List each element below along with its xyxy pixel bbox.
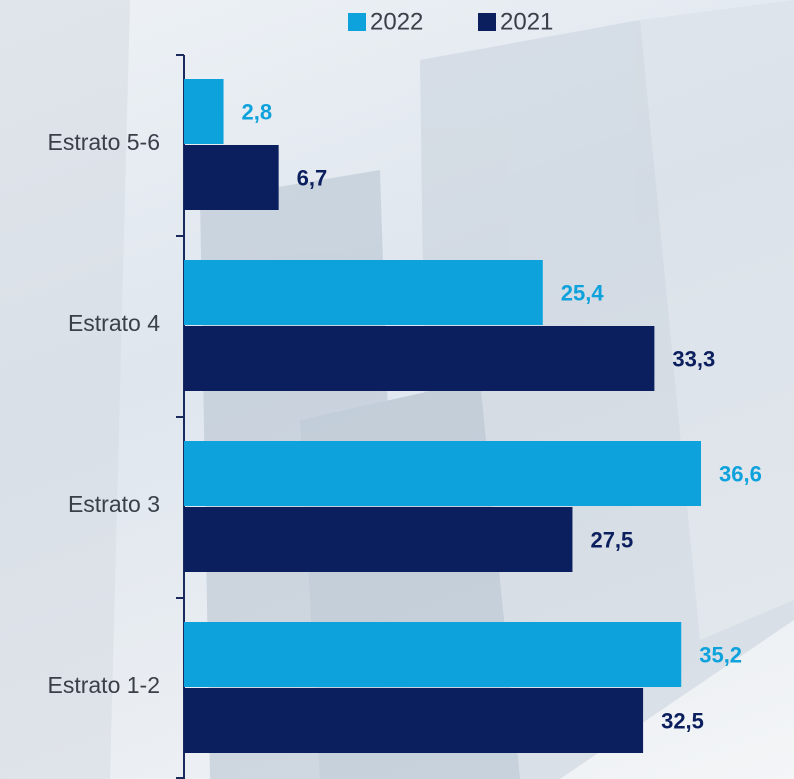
bar (184, 260, 543, 325)
bar (184, 326, 655, 391)
bar (184, 79, 224, 144)
bar (184, 441, 701, 506)
bar (184, 145, 279, 210)
value-label: 35,2 (699, 642, 742, 667)
category-label: Estrato 3 (68, 491, 160, 517)
value-label: 33,3 (672, 346, 715, 371)
value-label: 6,7 (297, 165, 328, 190)
value-label: 27,5 (590, 527, 633, 552)
category-label: Estrato 5-6 (48, 129, 161, 155)
bar (184, 507, 573, 572)
bar (184, 622, 682, 687)
legend-swatch (348, 13, 366, 31)
value-label: 25,4 (561, 280, 605, 305)
legend-swatch (478, 13, 496, 31)
category-label: Estrato 1-2 (48, 672, 161, 698)
legend-label: 2021 (500, 8, 553, 35)
category-label: Estrato 4 (68, 310, 160, 336)
bar (184, 688, 644, 753)
value-label: 36,6 (719, 461, 762, 486)
value-label: 32,5 (661, 708, 704, 733)
legend-label: 2022 (370, 8, 423, 35)
value-label: 2,8 (242, 99, 273, 124)
